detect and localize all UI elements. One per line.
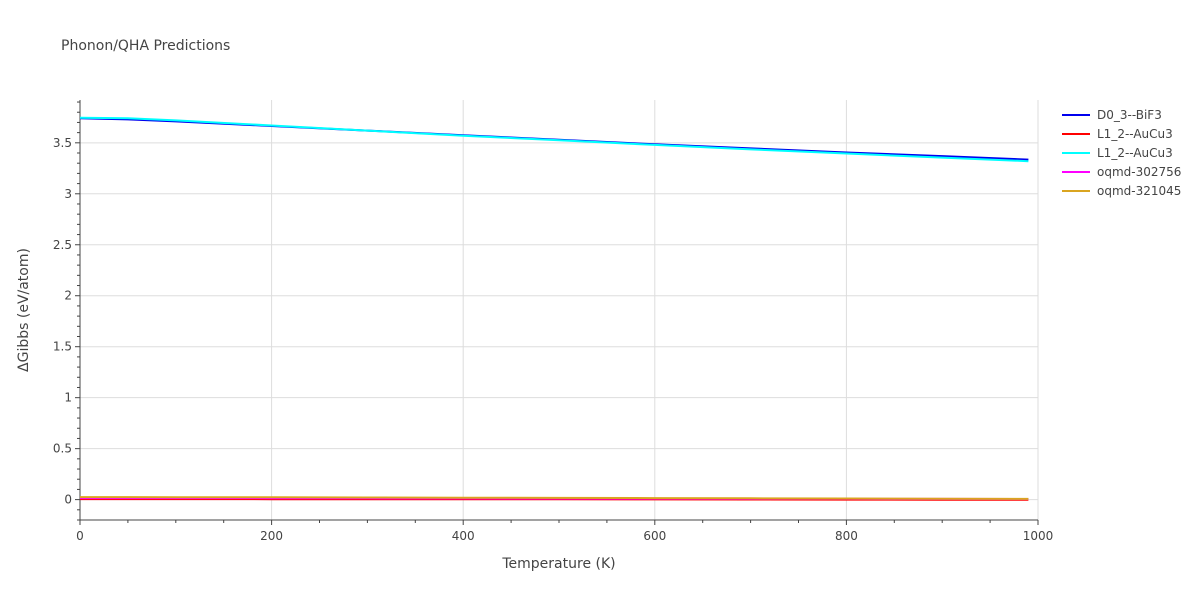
y-tick-label: 0.5	[53, 442, 72, 456]
legend-label-5[interactable]: oqmd-321045	[1097, 184, 1181, 198]
series-line-5	[79, 496, 1029, 500]
axes: 0 0.5 1 1.5 2 2.5 3 3.5 0 200 400 600 800 1000	[53, 100, 1053, 543]
legend-label-4[interactable]: oqmd-302756	[1097, 165, 1181, 179]
y-tick-label: 1.5	[53, 340, 72, 354]
series-line-1	[79, 117, 1029, 161]
legend-label-2[interactable]: L1_2--AuCu3	[1097, 127, 1173, 141]
x-tick-label: 400	[452, 529, 475, 543]
x-tick-label: 800	[835, 529, 858, 543]
y-tick-label: 2	[64, 289, 72, 303]
x-tick-label: 200	[260, 529, 283, 543]
x-tick-label: 1000	[1023, 529, 1054, 543]
x-tick-label: 600	[643, 529, 666, 543]
legend: D0_3--BiF3 L1_2--AuCu3 L1_2--AuCu3 oqmd-302…	[1062, 108, 1181, 198]
x-tick-label: 0	[76, 529, 84, 543]
y-tick-label: 3	[64, 187, 72, 201]
series-line-3	[79, 116, 1029, 163]
y-tick-label: 1	[64, 391, 72, 405]
y-tick-label: 0	[64, 493, 72, 507]
y-tick-label: 3.5	[53, 136, 72, 150]
chart-title: Phonon/QHA Predictions	[61, 38, 230, 54]
plot-area	[79, 116, 1029, 501]
y-tick-label: 2.5	[53, 238, 72, 252]
legend-label-3[interactable]: L1_2--AuCu3	[1097, 146, 1173, 160]
x-axis-title: Temperature (K)	[501, 556, 615, 572]
y-axis-title: ΔGibbs (eV/atom)	[16, 248, 32, 372]
grid	[80, 100, 1039, 520]
legend-label-1[interactable]: D0_3--BiF3	[1097, 108, 1162, 122]
